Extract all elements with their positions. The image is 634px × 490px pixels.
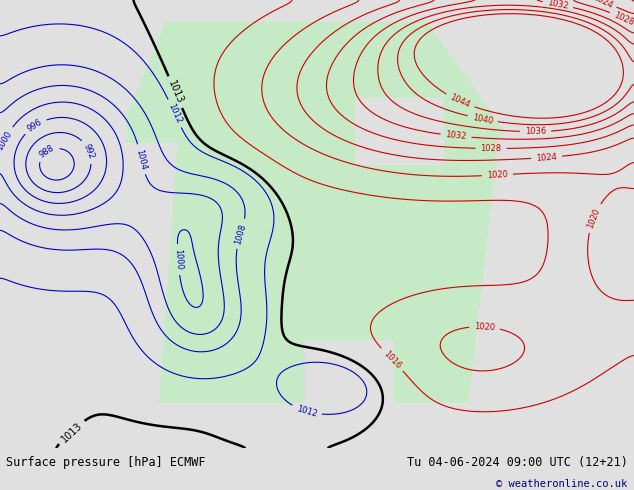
Text: 1020: 1020 xyxy=(487,170,508,180)
Text: 1000: 1000 xyxy=(173,249,184,270)
Text: 1028: 1028 xyxy=(612,11,634,27)
Text: 1008: 1008 xyxy=(233,222,248,245)
Text: 1024: 1024 xyxy=(536,152,557,163)
Text: 1032: 1032 xyxy=(445,130,467,142)
Text: 1013: 1013 xyxy=(166,79,184,105)
Text: 996: 996 xyxy=(26,118,44,134)
Text: 1016: 1016 xyxy=(382,349,403,370)
Text: 1036: 1036 xyxy=(525,127,546,136)
Text: 1013: 1013 xyxy=(59,420,84,444)
Text: 1012: 1012 xyxy=(295,404,318,418)
Text: 1004: 1004 xyxy=(134,148,148,171)
Text: 1044: 1044 xyxy=(449,93,472,110)
Text: Surface pressure [hPa] ECMWF: Surface pressure [hPa] ECMWF xyxy=(6,456,206,469)
Text: Tu 04-06-2024 09:00 UTC (12+21): Tu 04-06-2024 09:00 UTC (12+21) xyxy=(407,456,628,469)
Text: © weatheronline.co.uk: © weatheronline.co.uk xyxy=(496,479,628,489)
Text: 992: 992 xyxy=(82,143,96,160)
Text: 1020: 1020 xyxy=(586,207,602,229)
Text: 1040: 1040 xyxy=(472,113,494,125)
Text: 1020: 1020 xyxy=(474,322,495,332)
Text: 1024: 1024 xyxy=(591,0,614,10)
Text: 1028: 1028 xyxy=(481,144,501,153)
Text: 1012: 1012 xyxy=(166,102,183,125)
Text: 988: 988 xyxy=(38,144,56,160)
Text: 1000: 1000 xyxy=(0,129,14,152)
Text: 1032: 1032 xyxy=(547,0,569,11)
